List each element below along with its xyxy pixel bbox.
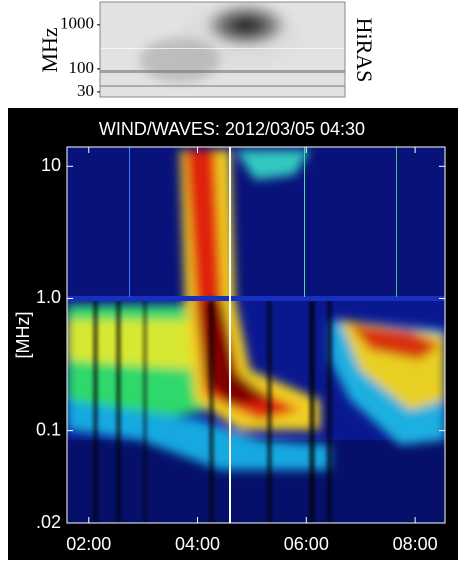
- y-tick-label: 1000: [60, 14, 94, 33]
- waves-spectrum: [67, 147, 445, 523]
- y-tick-label: 30: [77, 81, 94, 100]
- y-tick-label: 100: [69, 58, 95, 77]
- x-tick-label: 02:00: [66, 534, 111, 554]
- x-tick-label: 08:00: [393, 534, 438, 554]
- x-tick-label: 06:00: [284, 534, 329, 554]
- y-tick-label: 0.1: [36, 419, 61, 439]
- hiras-spectrum: [100, 2, 345, 97]
- y-tick-label: 1.0: [36, 287, 61, 307]
- y-tick-label: 10: [41, 155, 61, 175]
- x-tick-label: 04:00: [175, 534, 220, 554]
- chart-title: WIND/WAVES: 2012/03/05 04:30: [99, 119, 365, 139]
- y-axis-label: [MHz]: [13, 312, 33, 359]
- figure: MHz HiRAS WIND/WAVES:: [0, 0, 464, 564]
- y-axis-label: MHz: [37, 27, 62, 72]
- y-tick-label: .02: [36, 512, 61, 532]
- right-label: HiRAS: [352, 18, 377, 83]
